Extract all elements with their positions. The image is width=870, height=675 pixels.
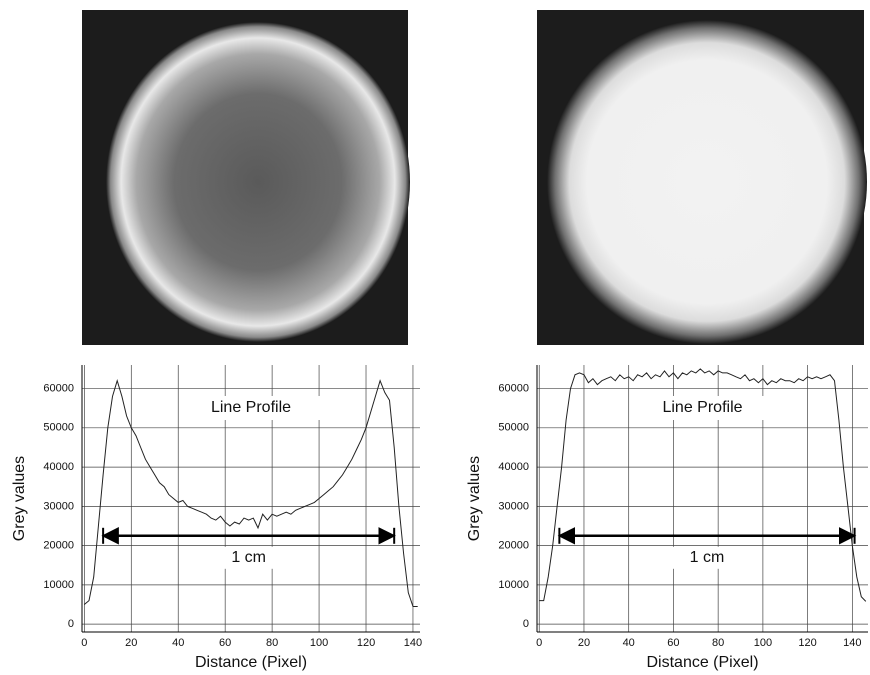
y-tick-label: 10000 (498, 579, 529, 591)
y-tick-label: 30000 (43, 500, 74, 512)
x-tick-label: 0 (81, 637, 87, 649)
x-tick-label: 60 (667, 637, 679, 649)
x-tick-label: 100 (754, 637, 772, 649)
y-axis-label: Grey values (11, 456, 28, 541)
y-tick-label: 60000 (498, 382, 529, 394)
y-tick-label: 20000 (498, 540, 529, 552)
y-tick-label: 60000 (43, 382, 74, 394)
disk-left (106, 22, 410, 342)
x-tick-label: 120 (357, 637, 375, 649)
arrow-label: 1 cm (690, 549, 725, 566)
disk-right (547, 20, 867, 344)
x-tick-label: 80 (712, 637, 724, 649)
annotation: Line Profile (662, 399, 742, 416)
x-tick-label: 60 (219, 637, 231, 649)
x-tick-label: 40 (623, 637, 635, 649)
y-tick-label: 10000 (43, 579, 74, 591)
arrow-label: 1 cm (231, 549, 266, 566)
annotation: Line Profile (211, 399, 291, 416)
y-tick-label: 20000 (43, 540, 74, 552)
figure: 0100002000030000400005000060000020406080… (0, 0, 870, 675)
x-tick-label: 40 (172, 637, 184, 649)
x-tick-label: 0 (536, 637, 542, 649)
y-axis-label: Grey values (466, 456, 483, 541)
y-tick-label: 0 (68, 618, 74, 630)
y-tick-label: 50000 (43, 422, 74, 434)
x-tick-label: 80 (266, 637, 278, 649)
x-tick-label: 120 (798, 637, 816, 649)
y-tick-label: 50000 (498, 422, 529, 434)
x-axis-label: Distance (Pixel) (195, 654, 307, 671)
y-tick-label: 0 (523, 618, 529, 630)
x-tick-label: 20 (578, 637, 590, 649)
x-tick-label: 20 (125, 637, 137, 649)
x-axis-label: Distance (Pixel) (646, 654, 758, 671)
y-tick-label: 30000 (498, 500, 529, 512)
y-tick-label: 40000 (498, 461, 529, 473)
x-tick-label: 140 (843, 637, 861, 649)
x-tick-label: 140 (404, 637, 422, 649)
x-tick-label: 100 (310, 637, 328, 649)
y-tick-label: 40000 (43, 461, 74, 473)
